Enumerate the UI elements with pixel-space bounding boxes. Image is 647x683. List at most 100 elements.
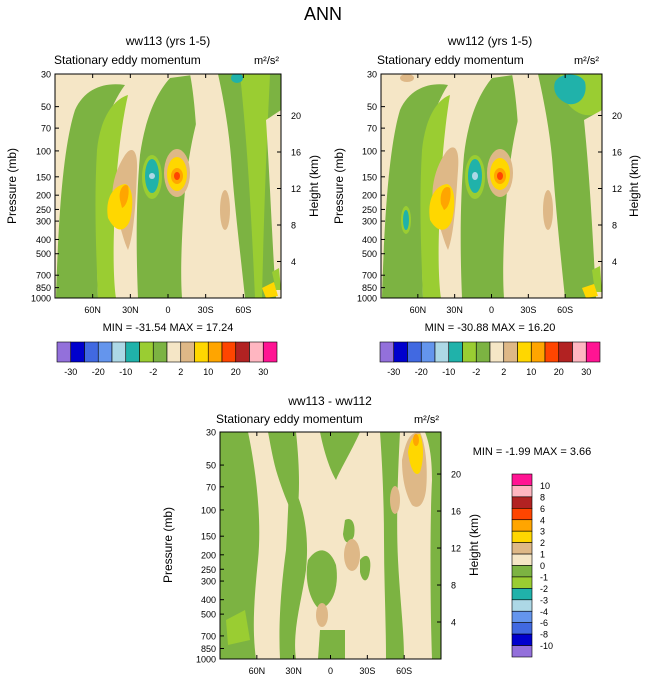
contour-field: [381, 74, 602, 298]
height-tick-label: 8: [291, 220, 296, 230]
colorbar-label: -2: [472, 367, 480, 377]
y-tick-label: 200: [362, 191, 377, 201]
y-tick-label: 30: [41, 70, 51, 80]
colorbar-label: -8: [540, 630, 548, 640]
x-tick-label: 60N: [84, 305, 101, 315]
stats-label: MIN = -31.54 MAX = 17.24: [103, 322, 234, 334]
y-tick-label: 200: [201, 550, 216, 560]
x-axis: 60N 30N 0 30S 60S: [410, 74, 573, 315]
y-tick-label: 50: [41, 102, 51, 112]
y-tick-label: 1000: [196, 655, 216, 665]
panel-subtitle: Stationary eddy momentum: [54, 53, 201, 67]
colorbar-box: [448, 341, 463, 363]
height-axis: 4 8 12 16 20: [277, 111, 301, 267]
colorbar-box: [462, 341, 477, 363]
x-tick-label: 60S: [396, 666, 412, 676]
colorbar-box: [393, 341, 408, 363]
y-tick-label: 50: [367, 102, 377, 112]
colorbar-label: 4: [540, 515, 545, 525]
height-tick-label: 12: [612, 184, 622, 194]
colorbar-box: [434, 341, 450, 363]
height-tick-label: 20: [612, 111, 622, 121]
x-tick-label: 30N: [285, 666, 302, 676]
colorbar-box: [97, 341, 113, 363]
y-axis-label: Pressure (mb): [5, 148, 19, 224]
colorbar-label: -2: [149, 367, 157, 377]
colorbar-box: [511, 508, 533, 521]
colorbar-box: [558, 341, 573, 363]
x-tick-label: 30S: [359, 666, 375, 676]
y-tick-label: 1000: [357, 294, 377, 304]
colorbar-label: -2: [540, 584, 548, 594]
colorbar-box: [511, 519, 533, 532]
colorbar-box: [530, 341, 546, 363]
colorbar-label: 8: [540, 492, 545, 502]
colorbar-label: 30: [258, 367, 268, 377]
colorbar-box: [511, 599, 533, 612]
y-tick-label: 700: [36, 271, 51, 281]
colorbar-label: -1: [540, 572, 548, 582]
panel-title: ww112 (yrs 1-5): [447, 34, 532, 48]
colorbar-box: [407, 341, 422, 363]
colorbar-box: [139, 341, 154, 363]
y-tick-label: 850: [362, 283, 377, 293]
colorbar-box: [511, 485, 533, 498]
y-tick-label: 150: [201, 532, 216, 542]
y-tick-label: 30: [206, 428, 216, 438]
panel-title: ww113 (yrs 1-5): [125, 34, 210, 48]
y-tick-label: 250: [36, 205, 51, 215]
y-tick-label: 500: [36, 249, 51, 259]
contour-field: [55, 74, 281, 298]
colorbar-box: [249, 341, 264, 363]
y-tick-label: 200: [36, 191, 51, 201]
y-tick-label: 150: [36, 172, 51, 182]
contour-field: [220, 432, 441, 659]
x-tick-label: 60N: [249, 666, 266, 676]
y-tick-label: 250: [201, 565, 216, 575]
height-tick-label: 8: [451, 581, 456, 591]
panel-title: ww113 - ww112: [287, 394, 372, 408]
y-tick-label: 30: [367, 70, 377, 80]
colorbar-box: [56, 341, 72, 363]
y-tick-label: 850: [36, 283, 51, 293]
colorbar-label: 10: [540, 481, 550, 491]
height-axis: 4 8 12 16 20: [598, 111, 622, 267]
colorbar-box: [489, 341, 505, 363]
colorbar-box: [511, 576, 533, 589]
x-tick-label: 30N: [446, 305, 463, 315]
colorbar-box: [194, 341, 209, 363]
colorbar-box: [544, 341, 560, 363]
colorbar-label: -6: [540, 618, 548, 628]
y-tick-label: 70: [206, 482, 216, 492]
y-tick-label: 400: [362, 235, 377, 245]
colorbar-box: [572, 341, 587, 363]
panel-difference: ww113 - ww112 Stationary eddy momentum m…: [161, 394, 591, 676]
x-axis: 60N 30N 0 30S 60S: [84, 74, 251, 315]
colorbar-box: [166, 341, 182, 363]
x-tick-label: 30S: [198, 305, 214, 315]
height-tick-label: 16: [612, 147, 622, 157]
colorbar-label: 2: [540, 538, 545, 548]
colorbar-label: -20: [415, 367, 428, 377]
colorbar-box: [511, 610, 533, 623]
colorbar-box: [111, 341, 127, 363]
colorbar-box: [503, 341, 518, 363]
x-tick-label: 0: [328, 666, 333, 676]
colorbar-box: [511, 542, 533, 555]
height-axis-label: Height (km): [307, 155, 321, 217]
colorbar: -30 -20 -10 -2 2 10 20 30: [56, 341, 278, 377]
colorbar-box: [511, 530, 533, 543]
x-tick-label: 60N: [410, 305, 427, 315]
colorbar-label: 20: [554, 367, 564, 377]
x-tick-label: 60S: [557, 305, 573, 315]
y-tick-label: 150: [362, 172, 377, 182]
panel-ww112: ww112 (yrs 1-5) Stationary eddy momentum…: [332, 34, 641, 377]
colorbar-label: 10: [203, 367, 213, 377]
colorbar-box: [180, 341, 195, 363]
colorbar-box: [475, 341, 491, 363]
y-tick-label: 100: [362, 146, 377, 156]
height-tick-label: 4: [291, 257, 296, 267]
